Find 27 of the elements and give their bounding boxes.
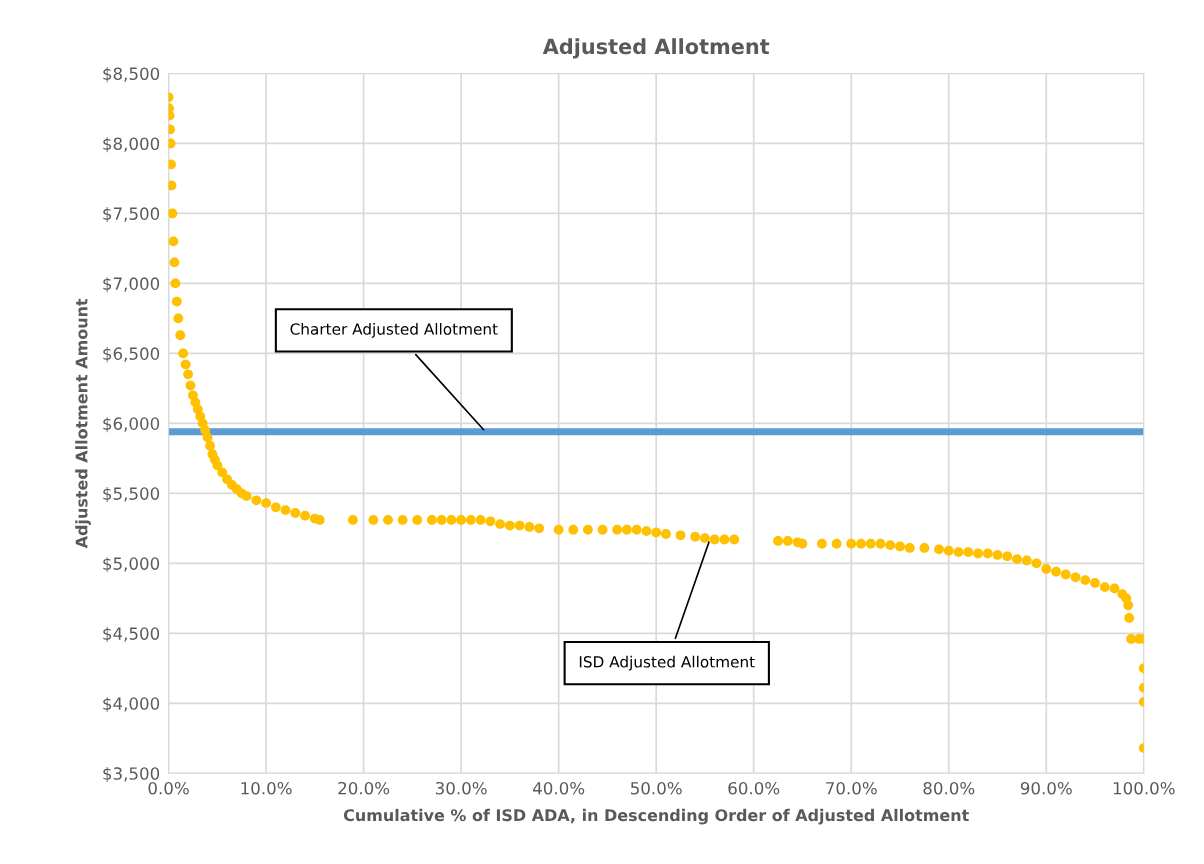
x-tick-label: 100.0% bbox=[1113, 781, 1175, 795]
y-axis-title: Adjusted Allotment Amount bbox=[75, 298, 91, 549]
y-tick-label: $3,500 bbox=[103, 766, 160, 783]
x-tick-label: 60.0% bbox=[728, 781, 780, 795]
y-tick-label: $5,000 bbox=[103, 557, 160, 573]
x-tick-label: 70.0% bbox=[826, 781, 877, 795]
chart-title: Adjusted Allotment bbox=[542, 38, 770, 59]
y-tick-label: $6,500 bbox=[103, 347, 160, 363]
y-tick-label: $7,500 bbox=[103, 207, 160, 223]
y-tick-label: $7,000 bbox=[103, 277, 160, 293]
x-tick-label: 10.0% bbox=[241, 781, 292, 795]
x-axis-title: Cumulative % of ISD ADA, in Descending Order of Adjusted Allotment bbox=[343, 808, 969, 825]
x-tick-label: 30.0% bbox=[435, 781, 487, 795]
x-tick-label: 0.0% bbox=[148, 781, 189, 795]
x-tick-label: 20.0% bbox=[338, 781, 390, 795]
annotation: ISD Adjusted Allotment bbox=[579, 655, 755, 671]
x-tick-label: 80.0% bbox=[923, 781, 975, 795]
y-tick-label: $4,500 bbox=[103, 626, 160, 643]
y-tick-label: $8,000 bbox=[103, 137, 160, 153]
x-tick-label: 50.0% bbox=[630, 781, 682, 795]
x-tick-label: 90.0% bbox=[1020, 781, 1072, 795]
y-tick-label: $8,500 bbox=[103, 67, 160, 83]
x-tick-label: 40.0% bbox=[533, 781, 585, 795]
annotation: Charter Adjusted Allotment bbox=[290, 322, 498, 338]
y-tick-label: $6,000 bbox=[103, 417, 160, 433]
y-tick-label: $4,000 bbox=[103, 696, 160, 713]
y-tick-label: $5,500 bbox=[103, 487, 160, 503]
